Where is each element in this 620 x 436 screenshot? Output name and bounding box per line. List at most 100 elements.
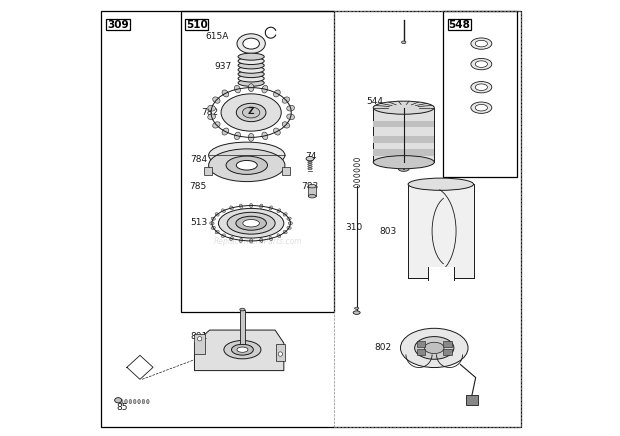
Ellipse shape [355, 307, 359, 310]
Ellipse shape [120, 399, 123, 404]
Ellipse shape [115, 398, 122, 403]
Ellipse shape [237, 34, 265, 54]
Bar [204, 167, 212, 175]
Ellipse shape [476, 41, 487, 47]
Ellipse shape [353, 311, 360, 314]
Ellipse shape [208, 149, 285, 181]
Ellipse shape [227, 212, 275, 234]
Text: 802: 802 [374, 344, 392, 352]
Ellipse shape [476, 84, 487, 90]
Ellipse shape [238, 75, 264, 82]
Ellipse shape [221, 94, 281, 131]
Ellipse shape [471, 102, 492, 113]
Ellipse shape [213, 97, 220, 103]
Text: 785: 785 [189, 182, 206, 191]
Ellipse shape [273, 90, 280, 97]
Text: 801: 801 [190, 332, 207, 341]
Ellipse shape [242, 107, 260, 118]
Ellipse shape [287, 217, 291, 220]
Text: 615A: 615A [205, 32, 229, 41]
Ellipse shape [230, 236, 233, 241]
Bar [373, 108, 434, 162]
Ellipse shape [471, 58, 492, 70]
Ellipse shape [142, 399, 144, 404]
Bar [373, 136, 434, 143]
Bar [281, 167, 290, 175]
Ellipse shape [425, 342, 444, 354]
Text: Z: Z [248, 107, 254, 116]
Ellipse shape [238, 71, 264, 78]
Bar [276, 344, 285, 361]
Ellipse shape [269, 206, 272, 210]
Ellipse shape [476, 105, 487, 111]
Ellipse shape [282, 122, 290, 128]
Text: 937: 937 [214, 62, 231, 71]
Ellipse shape [213, 122, 220, 128]
Ellipse shape [273, 128, 280, 135]
Ellipse shape [221, 209, 225, 213]
Ellipse shape [373, 156, 434, 169]
Ellipse shape [308, 159, 312, 161]
Text: 544: 544 [366, 97, 383, 106]
Bar [240, 310, 245, 344]
Ellipse shape [288, 221, 293, 225]
Ellipse shape [398, 166, 409, 171]
Text: ReplacementParts.com: ReplacementParts.com [213, 238, 302, 246]
Ellipse shape [308, 194, 316, 198]
Text: 784: 784 [190, 155, 207, 164]
Ellipse shape [236, 160, 257, 170]
Bar [308, 186, 316, 196]
Ellipse shape [238, 53, 264, 60]
Ellipse shape [248, 84, 254, 92]
Ellipse shape [243, 220, 259, 227]
Bar [334, 11, 521, 427]
Ellipse shape [226, 156, 267, 174]
Ellipse shape [402, 41, 406, 44]
Bar [417, 341, 425, 347]
Ellipse shape [415, 337, 454, 359]
Bar [373, 121, 434, 127]
Ellipse shape [262, 132, 268, 140]
Ellipse shape [234, 132, 241, 140]
Text: 310: 310 [345, 223, 362, 232]
Ellipse shape [260, 204, 263, 208]
Text: 803: 803 [379, 227, 396, 235]
Ellipse shape [286, 106, 294, 111]
Ellipse shape [238, 79, 264, 86]
Ellipse shape [408, 178, 474, 190]
Ellipse shape [146, 399, 149, 404]
Ellipse shape [308, 164, 312, 165]
Ellipse shape [250, 203, 253, 208]
Ellipse shape [269, 236, 272, 241]
Ellipse shape [129, 399, 131, 404]
Ellipse shape [221, 234, 225, 238]
Ellipse shape [243, 38, 259, 49]
Ellipse shape [234, 85, 241, 93]
Ellipse shape [401, 328, 468, 368]
Ellipse shape [224, 341, 261, 359]
Ellipse shape [238, 66, 264, 73]
Ellipse shape [133, 399, 136, 404]
Ellipse shape [231, 344, 254, 355]
Ellipse shape [373, 101, 434, 114]
Ellipse shape [240, 308, 245, 311]
Ellipse shape [239, 204, 242, 208]
Ellipse shape [238, 58, 264, 65]
Ellipse shape [277, 234, 281, 238]
Ellipse shape [236, 216, 267, 230]
Ellipse shape [283, 213, 287, 216]
Ellipse shape [282, 97, 290, 103]
Ellipse shape [236, 103, 266, 122]
Bar [443, 11, 517, 177]
Ellipse shape [476, 61, 487, 68]
Ellipse shape [215, 213, 219, 216]
Ellipse shape [239, 238, 242, 242]
Ellipse shape [218, 208, 284, 238]
Bar [466, 395, 478, 405]
Ellipse shape [471, 38, 492, 49]
Bar [443, 349, 452, 355]
Ellipse shape [248, 133, 254, 141]
Text: 783: 783 [301, 182, 319, 191]
Ellipse shape [306, 157, 314, 161]
Text: 513: 513 [190, 218, 207, 227]
